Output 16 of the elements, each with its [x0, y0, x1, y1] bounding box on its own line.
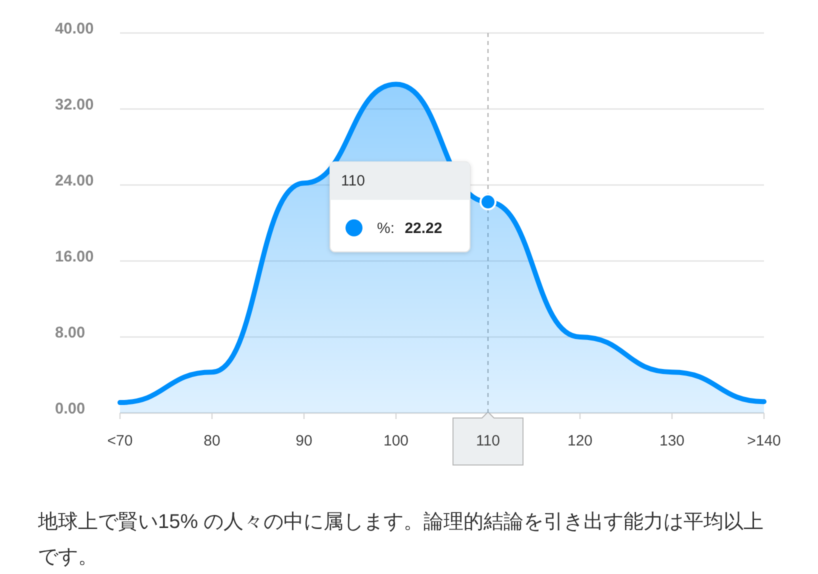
- y-tick-label: 40.00: [55, 20, 94, 38]
- x-tick-label: 130: [659, 432, 685, 450]
- text: 地球上で賢い15% の人々の中に属します。論理的結論を引き出す能力は平均以上です。: [38, 510, 764, 570]
- y-tick-label: 16.00: [55, 248, 94, 266]
- x-tick-label: 100: [383, 432, 409, 450]
- y-tick-label: 32.00: [55, 96, 94, 114]
- x-tick-label: 90: [296, 432, 312, 450]
- y-tick-label: 0.00: [55, 400, 86, 418]
- x-tick-label: >140: [747, 432, 781, 450]
- x-tick-label: 80: [204, 432, 220, 450]
- x-tick-label: <70: [107, 432, 133, 450]
- y-tick-label: 8.00: [55, 324, 86, 342]
- y-tick-label: 24.00: [55, 172, 94, 190]
- x-tick-label: 110: [476, 432, 500, 450]
- x-tick-label: 120: [567, 432, 593, 450]
- tooltip: 110 %: 22.22: [330, 161, 470, 252]
